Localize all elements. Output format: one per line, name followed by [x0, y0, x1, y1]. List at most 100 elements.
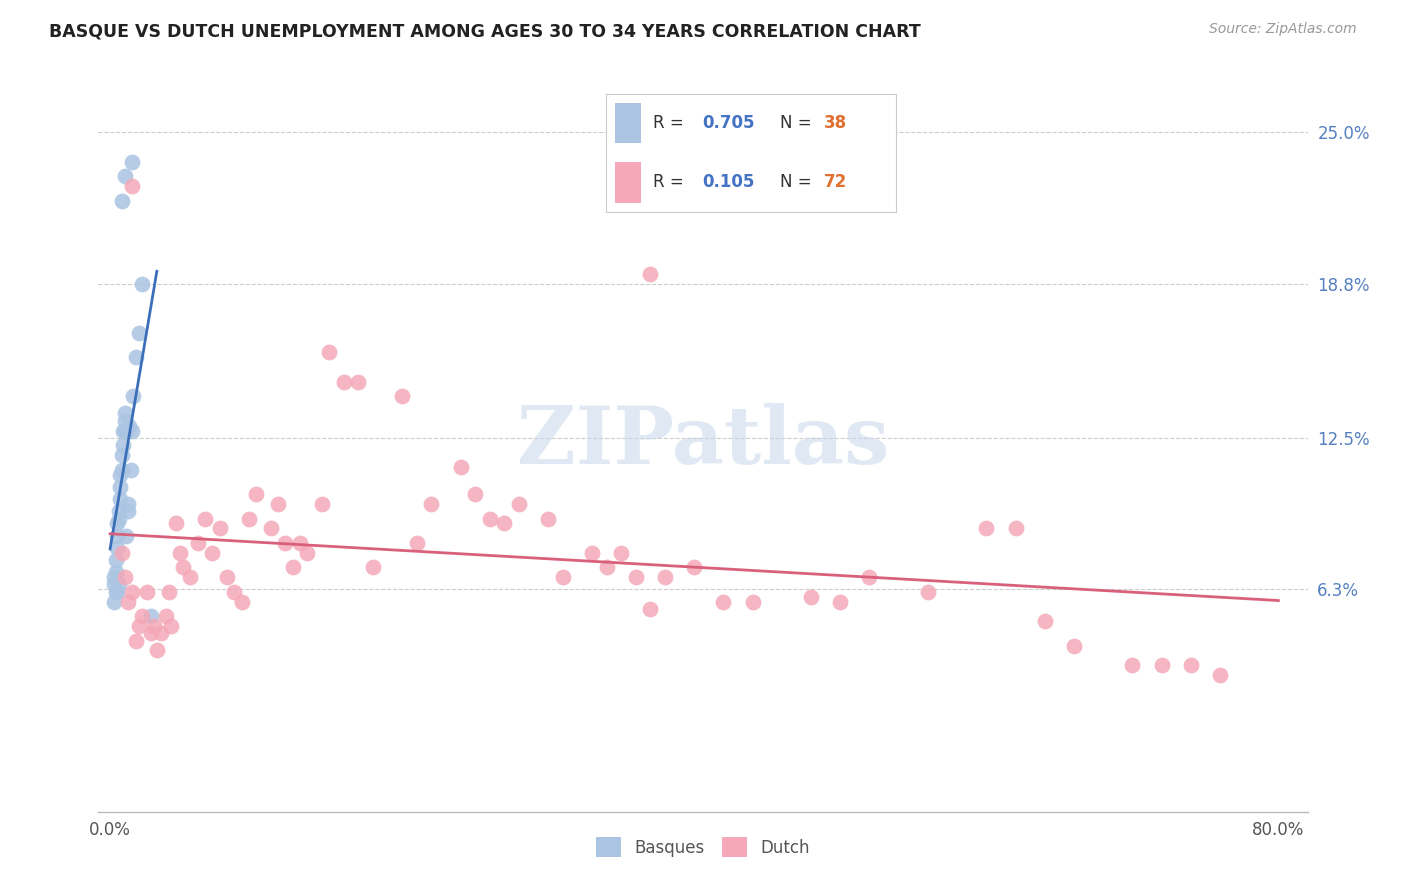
Point — [146, 643, 169, 657]
Point — [208, 521, 231, 535]
Point — [318, 345, 340, 359]
Point — [107, 584, 129, 599]
Point — [114, 169, 136, 184]
Point — [114, 570, 136, 584]
Point — [115, 424, 138, 438]
Point — [215, 570, 238, 584]
Point — [120, 463, 142, 477]
Point — [125, 350, 148, 364]
Point — [830, 594, 852, 608]
Point — [201, 546, 224, 560]
Point — [111, 448, 134, 462]
Point — [311, 497, 333, 511]
Point — [595, 560, 617, 574]
Point — [245, 487, 267, 501]
Point — [103, 594, 125, 608]
Point — [157, 584, 180, 599]
Point — [108, 577, 131, 591]
Point — [172, 560, 194, 574]
Point — [654, 570, 676, 584]
Point — [391, 389, 413, 403]
Point — [155, 609, 177, 624]
Point — [581, 546, 603, 560]
Point — [1121, 658, 1143, 673]
Point — [347, 375, 370, 389]
Point — [128, 619, 150, 633]
Point — [142, 619, 165, 633]
Point — [103, 570, 125, 584]
Point — [121, 154, 143, 169]
Point — [713, 594, 735, 608]
Point — [103, 577, 125, 591]
Point — [114, 424, 136, 438]
Point — [117, 504, 139, 518]
Point — [114, 414, 136, 428]
Point — [111, 194, 134, 208]
Point — [1150, 658, 1173, 673]
Point — [683, 560, 706, 574]
Point — [110, 480, 132, 494]
Point — [640, 267, 662, 281]
Point — [537, 511, 560, 525]
Text: Source: ZipAtlas.com: Source: ZipAtlas.com — [1209, 22, 1357, 37]
Point — [405, 536, 427, 550]
Text: BASQUE VS DUTCH UNEMPLOYMENT AMONG AGES 30 TO 34 YEARS CORRELATION CHART: BASQUE VS DUTCH UNEMPLOYMENT AMONG AGES … — [49, 22, 921, 40]
Point — [464, 487, 486, 501]
Point — [115, 528, 138, 542]
Point — [139, 626, 162, 640]
Point — [104, 566, 127, 580]
Point — [361, 560, 384, 574]
Point — [110, 491, 132, 506]
Point — [114, 406, 136, 420]
Point — [128, 326, 150, 340]
Point — [131, 609, 153, 624]
Legend: Basques, Dutch: Basques, Dutch — [589, 830, 817, 864]
Point — [288, 536, 311, 550]
Point — [150, 626, 173, 640]
Point — [800, 590, 823, 604]
Point — [118, 418, 141, 433]
Point — [108, 511, 131, 525]
Point — [112, 424, 135, 438]
Point — [107, 541, 129, 555]
Point — [117, 594, 139, 608]
Point — [179, 570, 201, 584]
Point — [112, 438, 135, 452]
Point — [260, 521, 283, 535]
Point — [107, 516, 129, 531]
Point — [160, 619, 183, 633]
Point — [194, 511, 217, 525]
Point — [640, 602, 662, 616]
Point — [1063, 639, 1085, 653]
Point — [121, 179, 143, 194]
Point — [107, 528, 129, 542]
Point — [131, 277, 153, 291]
Point — [420, 497, 443, 511]
Point — [508, 497, 530, 511]
Point — [450, 460, 472, 475]
Point — [224, 584, 246, 599]
Point — [1209, 668, 1232, 682]
Point — [610, 546, 633, 560]
Point — [108, 504, 131, 518]
Point — [274, 536, 297, 550]
Point — [1033, 614, 1056, 628]
Point — [238, 511, 260, 525]
Point — [281, 560, 304, 574]
Point — [139, 609, 162, 624]
Point — [110, 467, 132, 482]
Point — [741, 594, 763, 608]
Point — [104, 584, 127, 599]
Point — [267, 497, 290, 511]
Point — [858, 570, 880, 584]
Point — [121, 424, 143, 438]
Point — [135, 584, 157, 599]
Point — [231, 594, 253, 608]
Point — [974, 521, 997, 535]
Point — [478, 511, 501, 525]
Point — [494, 516, 516, 531]
Point — [111, 463, 134, 477]
Text: ZIPatlas: ZIPatlas — [517, 402, 889, 481]
Point — [121, 584, 143, 599]
Point — [917, 584, 939, 599]
